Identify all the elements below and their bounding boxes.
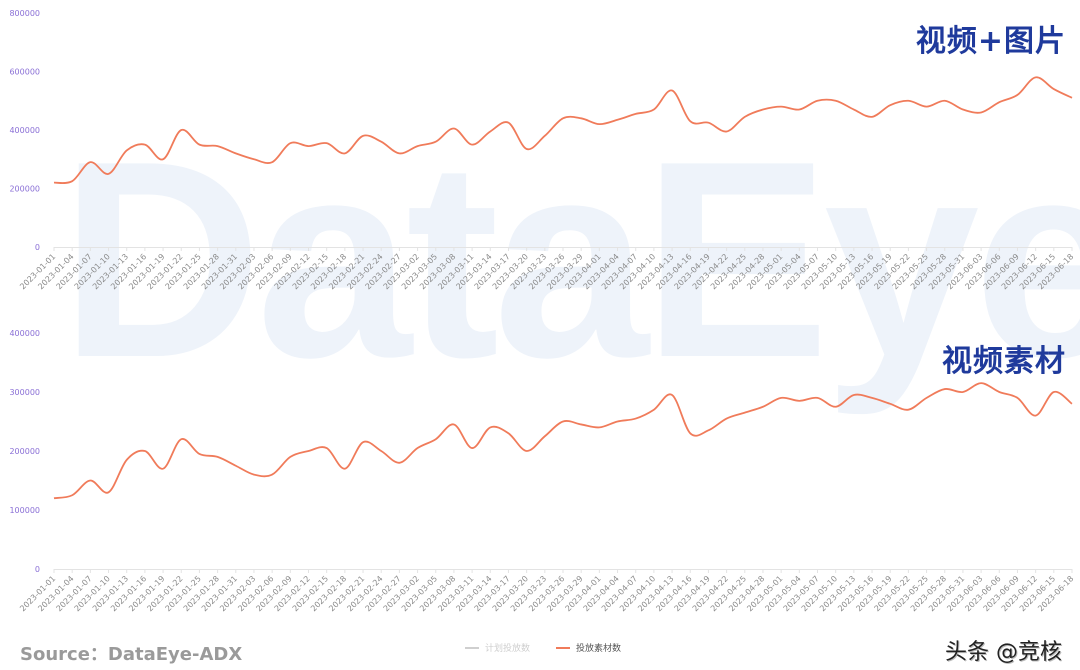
legend-item-planned[interactable]: 计划投放数 bbox=[465, 641, 530, 654]
dataeye-watermark: DataEye bbox=[60, 104, 1080, 416]
legend-item-material[interactable]: 投放素材数 bbox=[556, 641, 621, 654]
source-label: Source：DataEye-ADX bbox=[20, 644, 243, 665]
y-tick-label: 0 bbox=[35, 565, 40, 574]
chart-video-plus-image: 02000004000006000008000002023-01-012023-… bbox=[9, 9, 1075, 291]
y-tick-label: 800000 bbox=[9, 9, 40, 18]
legend-swatch-planned-icon bbox=[465, 646, 479, 649]
y-tick-label: 200000 bbox=[9, 185, 40, 194]
chart-video-material: 01000002000003000004000002023-01-012023-… bbox=[9, 329, 1075, 613]
y-tick-label: 0 bbox=[35, 243, 40, 252]
legend-swatch-material-icon bbox=[556, 646, 571, 649]
y-tick-label: 100000 bbox=[9, 506, 40, 515]
y-tick-label: 200000 bbox=[9, 447, 40, 456]
legend-label-material: 投放素材数 bbox=[576, 644, 622, 654]
legend-label-planned: 计划投放数 bbox=[485, 644, 531, 654]
y-tick-label: 600000 bbox=[9, 68, 40, 77]
chart-title-video-material: 视频素材 bbox=[942, 344, 1066, 379]
y-tick-label: 300000 bbox=[9, 388, 40, 397]
author-credit: 头条 @竞核 bbox=[945, 640, 1062, 665]
chart-legend: 计划投放数 投放素材数 bbox=[465, 641, 621, 654]
series-line-material bbox=[53, 76, 1073, 185]
y-tick-label: 400000 bbox=[9, 126, 40, 135]
chart-title-video-plus-image: 视频+图片 bbox=[915, 24, 1066, 59]
series-line-material bbox=[53, 382, 1073, 500]
y-tick-label: 400000 bbox=[9, 329, 40, 338]
